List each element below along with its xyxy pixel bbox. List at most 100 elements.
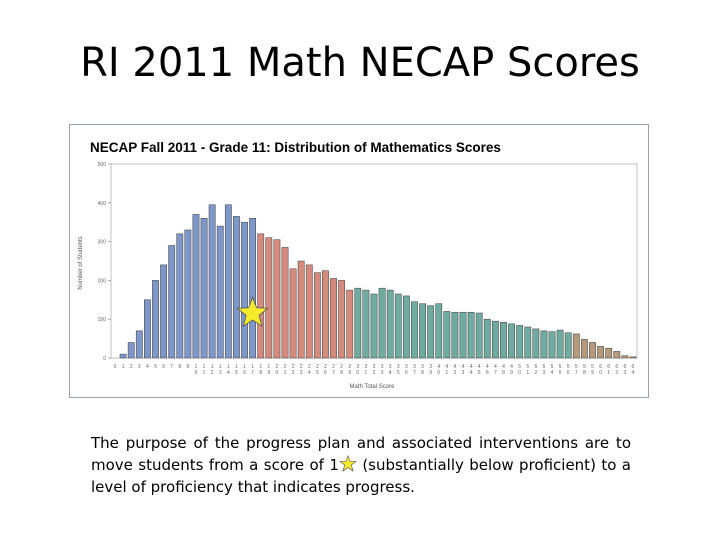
bar-63 — [621, 355, 629, 359]
bar-11 — [200, 218, 208, 359]
bar-44 — [467, 311, 475, 359]
x-tick-label-9: 9 — [186, 364, 189, 370]
bar-24 — [305, 264, 313, 359]
bar-29 — [346, 289, 354, 359]
slide-title: RI 2011 Math NECAP Scores — [80, 40, 640, 86]
bar-30 — [354, 287, 362, 359]
bar-2 — [127, 342, 135, 359]
bar-23 — [297, 260, 305, 359]
bar-40 — [435, 303, 443, 359]
x-tick-label-0: 0 — [114, 364, 117, 370]
bar-10 — [192, 214, 200, 359]
x-tick-label-4: 4 — [146, 364, 149, 370]
bar-58 — [580, 339, 588, 359]
bar-38 — [419, 303, 426, 359]
y-tick-label: 100 — [98, 317, 107, 323]
star-icon — [338, 455, 357, 472]
y-tick-label: 0 — [103, 356, 106, 362]
bar-20 — [273, 239, 281, 359]
bar-4 — [144, 299, 151, 359]
bar-8 — [176, 233, 184, 359]
caption: The purpose of the progress plan and ass… — [91, 432, 631, 498]
x-tick-label-8: 8 — [178, 364, 181, 370]
bar-53 — [540, 330, 548, 359]
bar-51 — [524, 326, 532, 359]
bar-42 — [451, 311, 459, 359]
score-star-marker — [236, 296, 269, 328]
x-tick-label-6: 6 — [162, 364, 165, 370]
bar-15 — [233, 216, 240, 359]
y-tick-label: 300 — [98, 240, 107, 246]
bar-28 — [338, 280, 346, 359]
bar-57 — [572, 333, 580, 359]
y-tick-label: 500 — [98, 162, 107, 168]
bar-13 — [216, 225, 224, 359]
x-tick-label-1: 1 — [122, 364, 125, 370]
x-tick-label-5: 5 — [154, 364, 157, 370]
chart-title: NECAP Fall 2011 - Grade 11: Distribution… — [90, 140, 501, 155]
x-axis-label: Math Total Score — [350, 384, 396, 390]
bar-48 — [500, 322, 507, 359]
bar-49 — [508, 323, 515, 359]
caption-line-1: The purpose of the progress plan and ass… — [91, 434, 631, 452]
bar-21 — [281, 247, 289, 359]
bar-22 — [289, 268, 297, 359]
x-tick-label-7: 7 — [170, 364, 173, 370]
y-axis-label: Number of Students — [78, 236, 84, 289]
bar-17 — [249, 218, 257, 359]
bar-31 — [362, 289, 370, 359]
bar-46 — [483, 318, 491, 359]
bar-6 — [160, 264, 168, 359]
bar-52 — [532, 328, 540, 359]
bar-14 — [224, 204, 232, 359]
bar-18 — [257, 233, 265, 359]
caption-line-3: level of proficiency that indicates prog… — [91, 478, 415, 496]
bar-25 — [313, 272, 321, 359]
bar-61 — [605, 348, 613, 359]
bar-56 — [564, 332, 572, 359]
bar-62 — [613, 351, 621, 359]
bar-32 — [370, 293, 378, 359]
bar-64 — [629, 356, 637, 359]
